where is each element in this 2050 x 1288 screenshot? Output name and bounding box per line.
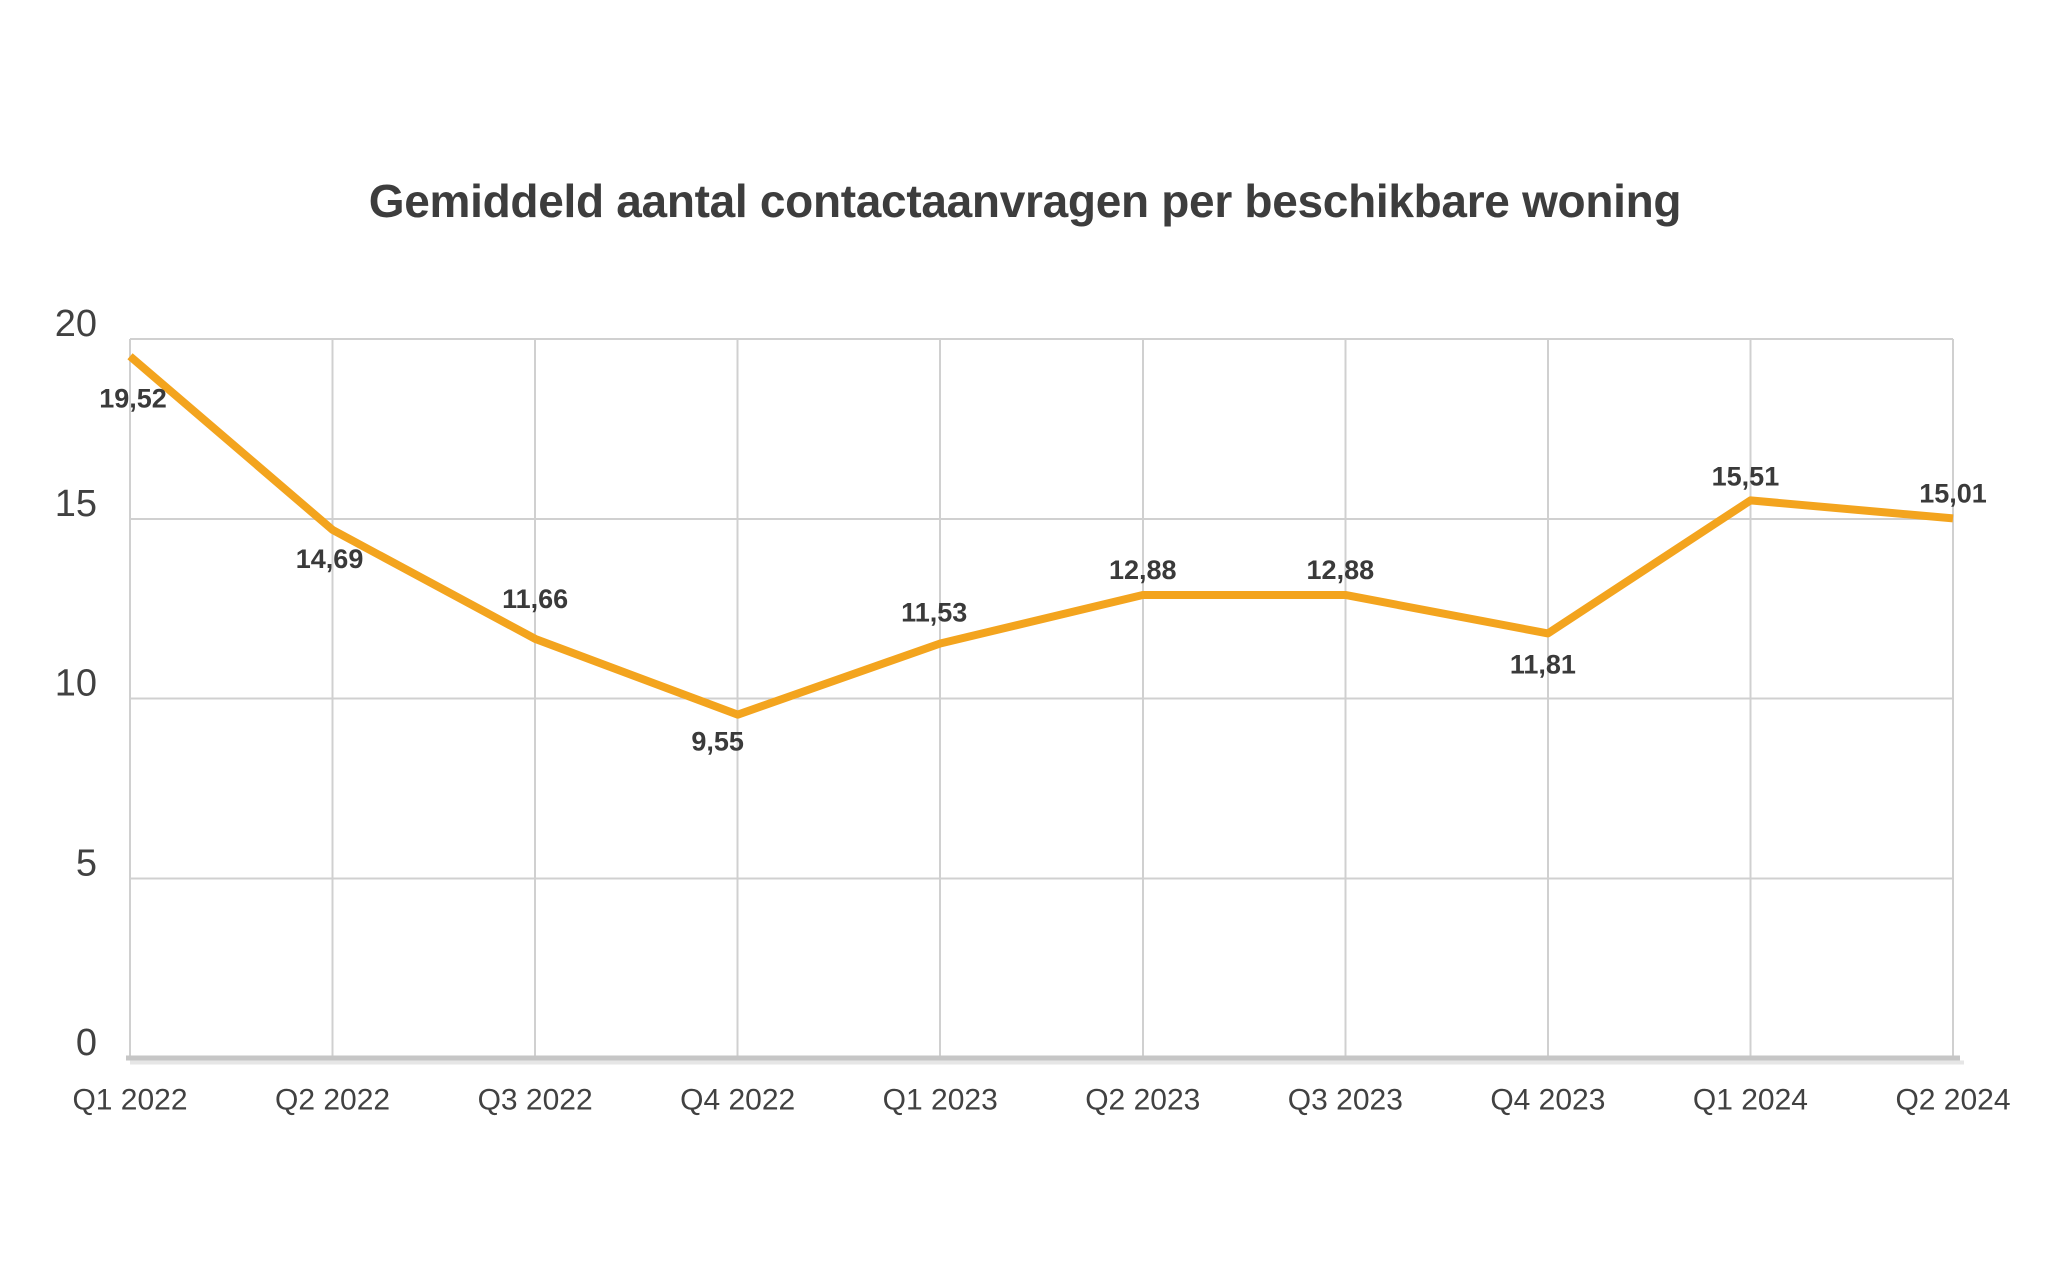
point-label: 12,88 (1307, 555, 1375, 585)
chart-title: Gemiddeld aantal contactaanvragen per be… (368, 175, 1682, 227)
y-tick-label: 0 (76, 1022, 97, 1064)
x-tick-label: Q2 2023 (1085, 1084, 1200, 1117)
y-tick-label: 15 (55, 483, 97, 525)
point-label: 15,51 (1712, 461, 1780, 491)
x-tick-label: Q1 2024 (1693, 1084, 1808, 1117)
point-label: 11,81 (1510, 649, 1576, 679)
x-axis-line (126, 1055, 1960, 1061)
y-tick-label: 10 (55, 663, 97, 705)
point-label: 12,88 (1109, 555, 1177, 585)
y-tick-label: 5 (76, 842, 97, 884)
x-tick-label: Q3 2023 (1288, 1084, 1403, 1117)
x-tick-label: Q4 2022 (680, 1084, 795, 1117)
x-tick-label: Q2 2022 (275, 1084, 390, 1117)
point-label: 11,66 (502, 584, 568, 614)
point-label: 11,53 (901, 597, 967, 627)
y-tick-label: 20 (55, 303, 97, 345)
x-tick-label: Q2 2024 (1895, 1084, 2010, 1117)
point-label: 14,69 (296, 544, 364, 574)
point-label: 19,52 (99, 383, 167, 413)
x-tick-label: Q1 2023 (883, 1084, 998, 1117)
point-label: 15,01 (1919, 478, 1987, 508)
x-tick-label: Q4 2023 (1490, 1084, 1605, 1117)
x-tick-label: Q1 2022 (72, 1084, 187, 1117)
series-line (127, 353, 1954, 719)
x-axis-shadow (130, 1060, 1964, 1065)
x-tick-label: Q3 2022 (478, 1084, 593, 1117)
point-label: 9,55 (691, 727, 744, 757)
